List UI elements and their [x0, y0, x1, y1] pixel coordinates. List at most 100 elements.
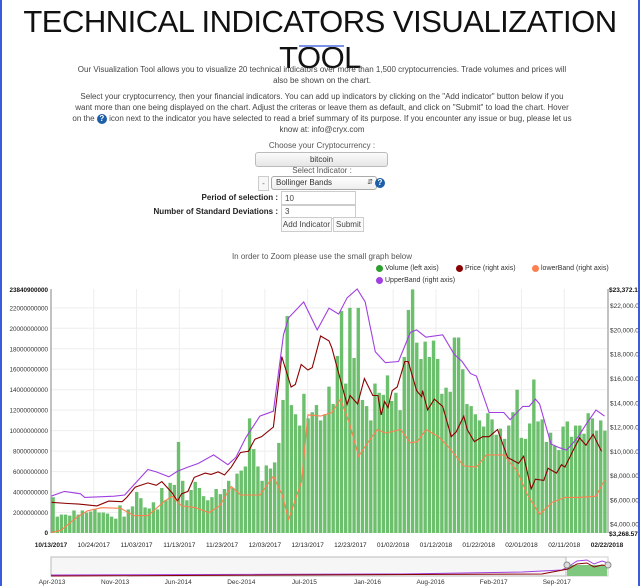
- legend-label: Price (right axis): [465, 265, 516, 272]
- remove-indicator-button[interactable]: -: [258, 176, 269, 191]
- crypto-label: Choose your Cryptocurrency :: [268, 141, 376, 150]
- volume-bar: [578, 425, 582, 533]
- navigator-axis-label: Apr-2013: [39, 579, 66, 586]
- right-axis-min-label: $3,268.57: [609, 531, 638, 538]
- volume-bar: [331, 404, 335, 533]
- submit-button[interactable]: Submit: [333, 217, 364, 232]
- right-axis-tick-label: $10,000.00: [610, 449, 638, 456]
- x-axis-tick-label: 10/24/2017: [77, 542, 110, 549]
- right-axis-tick-label: $4,000.00: [610, 522, 638, 529]
- lowerband-line: [50, 397, 605, 534]
- navigator-axis-label: Sep-2017: [543, 579, 572, 586]
- x-axis-tick-label: 01/22/2018: [462, 542, 495, 549]
- volume-bar: [268, 468, 273, 533]
- legend-lowerband[interactable]: lowerBand (right axis): [532, 265, 609, 272]
- volume-bar: [410, 289, 415, 533]
- left-axis-tick-label: 20000000000: [9, 326, 48, 333]
- indicator-help-icon[interactable]: ?: [375, 178, 385, 188]
- volume-bar: [573, 425, 578, 533]
- volume-bar: [381, 394, 386, 533]
- volume-bar: [72, 510, 76, 533]
- legend-price[interactable]: Price (right axis): [456, 265, 516, 272]
- volume-bar: [180, 480, 185, 533]
- navigator-axis-label: Dec-2014: [227, 579, 256, 586]
- volume-bar: [557, 450, 561, 533]
- volume-bar: [105, 513, 110, 533]
- volume-bar: [118, 505, 122, 533]
- indicator-select[interactable]: Bollinger Bands ⇵: [271, 176, 377, 190]
- volume-bar: [189, 490, 193, 533]
- volume-bar: [440, 393, 444, 533]
- volume-bar: [243, 466, 248, 533]
- legend-dot-icon: [376, 277, 383, 284]
- volume-bar: [406, 309, 411, 533]
- legend-upperband[interactable]: UpperBand (right axis): [376, 277, 455, 284]
- right-axis-tick-label: $8,000.00: [610, 473, 638, 480]
- volume-bar: [51, 497, 55, 533]
- volume-bar: [494, 434, 498, 533]
- right-axis-max-label: $23,372.11: [609, 287, 638, 294]
- volume-bar: [285, 316, 289, 533]
- crypto-select-button[interactable]: bitcoin: [255, 152, 388, 167]
- volume-bar: [197, 487, 202, 533]
- volume-bar: [423, 341, 427, 533]
- price-line: [50, 335, 602, 507]
- volume-bar: [155, 509, 160, 533]
- volume-bar: [469, 406, 473, 533]
- volume-bar: [452, 337, 457, 533]
- navigator-right-handle[interactable]: [604, 561, 612, 569]
- volume-bar: [122, 516, 126, 533]
- right-axis-tick-label: $14,000.00: [610, 400, 638, 407]
- volume-bar: [561, 426, 565, 533]
- navigator-frame: [50, 556, 609, 577]
- volume-bar: [260, 480, 264, 533]
- volume-bar: [256, 466, 260, 533]
- left-axis-tick-label: 8000000000: [13, 449, 49, 456]
- volume-bar: [214, 488, 218, 533]
- volume-bar: [364, 406, 369, 533]
- volume-bar: [486, 413, 490, 533]
- period-input[interactable]: 10: [281, 191, 356, 206]
- volume-bar: [465, 404, 469, 533]
- navigator-axis-label: Jun-2014: [165, 579, 192, 586]
- volume-bar: [360, 399, 365, 533]
- volume-bar: [318, 420, 323, 533]
- volume-bar: [139, 498, 143, 533]
- navigator-axis-label: Aug-2016: [416, 579, 445, 586]
- volume-bar: [239, 470, 243, 533]
- x-axis-tick-label: 10/13/2017: [35, 542, 68, 549]
- page-title: TECHNICAL INDICATORS VISUALIZATION TOOL: [23, 4, 617, 75]
- volume-bar: [553, 446, 557, 533]
- volume-bar: [97, 512, 101, 533]
- volume-bar: [511, 412, 515, 533]
- x-axis-tick-label: 11/03/2017: [121, 542, 153, 549]
- volume-bar: [419, 359, 423, 533]
- volume-bar: [569, 436, 574, 533]
- indicator-select-value: Bollinger Bands: [276, 178, 333, 187]
- volume-bar: [226, 480, 231, 533]
- volume-bar: [130, 506, 135, 533]
- instructions-paragraph: Select your cryptocurrency, then your fi…: [72, 91, 572, 135]
- volume-bar: [498, 428, 503, 533]
- volume-bar: [344, 383, 348, 533]
- volume-bar: [348, 307, 352, 533]
- volume-bar: [369, 420, 373, 533]
- intro-paragraph: Our Visualization Tool allows you to vis…: [77, 65, 567, 85]
- navigator-left-handle[interactable]: [563, 561, 571, 569]
- instructions-text-b: icon next to the indicator you have sele…: [109, 114, 572, 134]
- volume-bar: [327, 386, 331, 533]
- stddev-label: Number of Standard Deviations :: [153, 207, 278, 216]
- volume-bar: [135, 492, 139, 533]
- volume-bar: [390, 400, 394, 533]
- add-indicator-button[interactable]: Add Indicator: [281, 217, 332, 232]
- volume-bar: [93, 509, 97, 533]
- volume-bar: [264, 465, 268, 533]
- legend-volume[interactable]: Volume (left axis): [376, 265, 439, 272]
- volume-bar: [101, 512, 105, 533]
- instructions-text-a: Select your cryptocurrency, then your fi…: [72, 92, 569, 123]
- legend-dot-icon: [532, 265, 539, 272]
- left-axis-tick-label: 6000000000: [13, 469, 49, 476]
- legend-label: UpperBand (right axis): [385, 277, 456, 284]
- volume-bar: [582, 433, 586, 533]
